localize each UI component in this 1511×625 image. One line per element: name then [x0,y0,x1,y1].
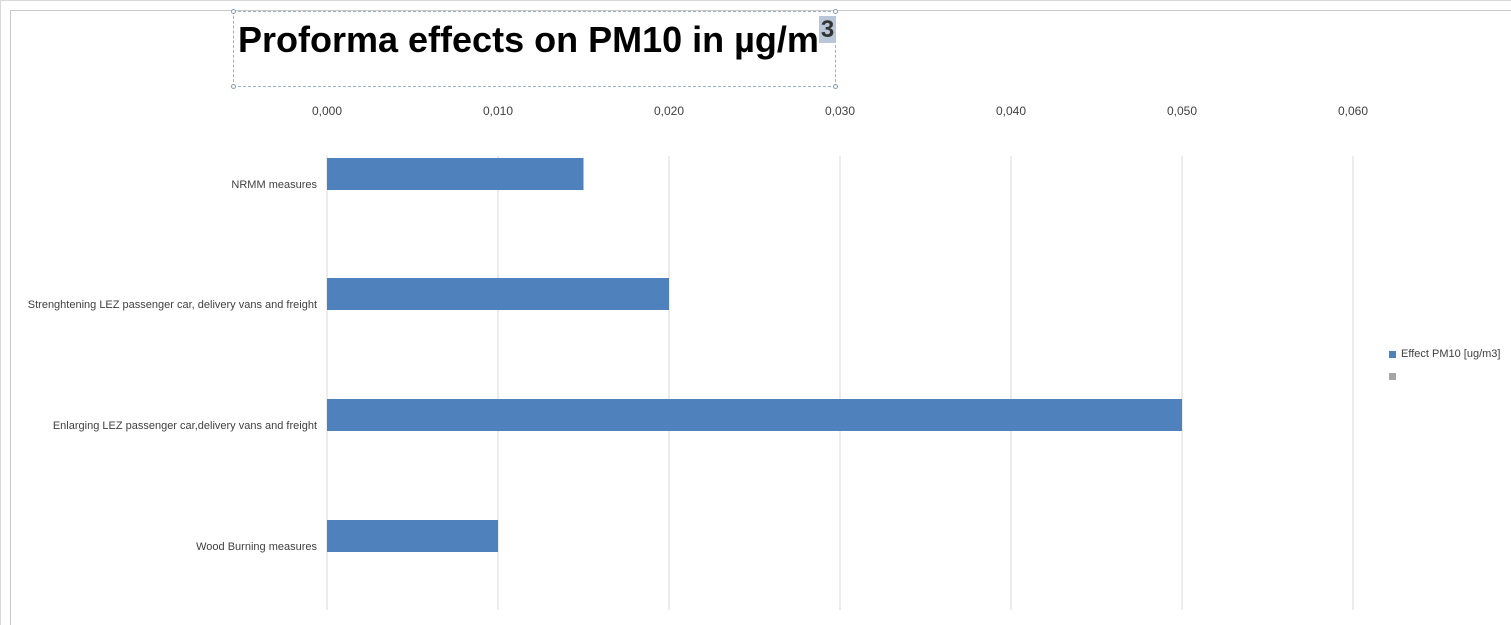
bar[interactable] [327,278,669,310]
bar[interactable] [327,399,1182,431]
x-axis-ticks: 0,000 0,010 0,020 0,030 0,040 0,050 0,060 [312,104,1368,118]
resize-handle[interactable] [833,84,838,89]
x-tick-label: 0,050 [1167,104,1197,118]
bar[interactable] [327,158,584,190]
chart-title-text: Proforma effects on PM10 in µg/m [238,19,819,60]
x-tick-label: 0,010 [483,104,513,118]
legend-swatch [1389,350,1396,358]
x-tick-label: 0,030 [825,104,855,118]
resize-handle[interactable] [231,84,236,89]
resize-handle[interactable] [833,9,838,14]
resize-handle[interactable] [231,9,236,14]
bar[interactable] [327,520,498,552]
chart-border [10,10,1511,625]
chart-title: Proforma effects on PM10 in µg/m3 [238,16,837,62]
x-tick-label: 0,060 [1338,104,1368,118]
category-label: Enlarging LEZ passenger car,delivery van… [53,420,317,432]
x-tick-label: 0,040 [996,104,1026,118]
chart-title-superscript: 3 [818,16,837,43]
category-label: NRMM measures [231,179,317,191]
legend[interactable]: Effect PM10 [ug/m3] [1389,343,1500,387]
legend-item: Effect PM10 [ug/m3] [1389,343,1500,365]
x-tick-label: 0,020 [654,104,684,118]
category-label: Strenghtening LEZ passenger car, deliver… [28,299,317,311]
legend-label: Effect PM10 [ug/m3] [1401,348,1501,360]
category-label: Wood Burning measures [196,541,317,553]
chart-title-box[interactable]: Proforma effects on PM10 in µg/m3 [231,9,838,89]
x-tick-label: 0,000 [312,104,342,118]
bars [327,158,1182,552]
category-labels: NRMM measures Strenghtening LEZ passenger… [28,179,318,553]
legend-swatch [1389,372,1396,380]
legend-item [1389,365,1500,387]
